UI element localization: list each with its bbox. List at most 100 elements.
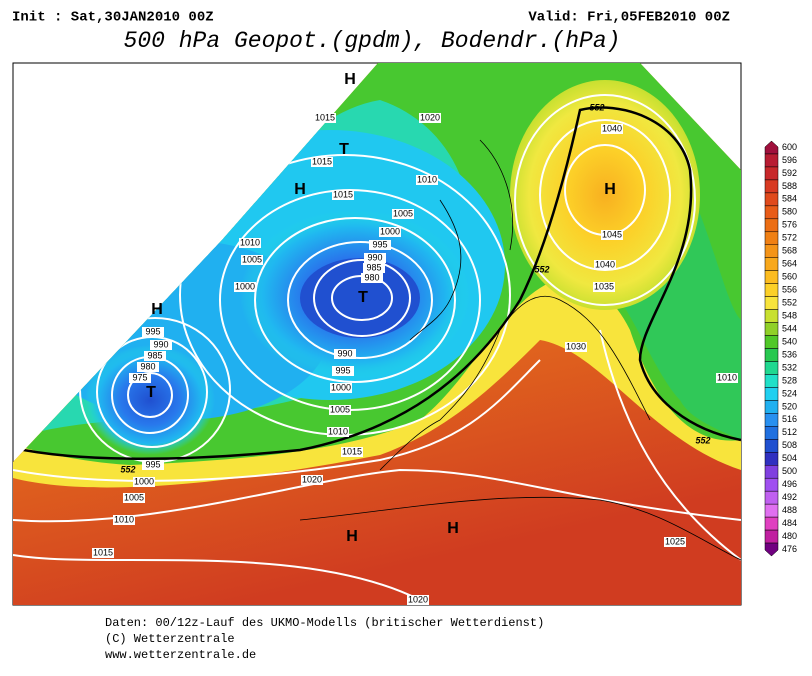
colorbar-segment: [764, 335, 779, 349]
colorbar-label: 536: [782, 349, 797, 359]
isobar-label: 980: [364, 272, 379, 282]
height-label: 552: [589, 102, 604, 112]
contour-552: [13, 106, 741, 460]
colorbar-label: 592: [782, 168, 797, 178]
colorbar-segment: [764, 387, 779, 401]
colorbar: 600 596 592 588 584 580 576 572 568 564 560 556 552 5…: [764, 140, 797, 557]
colorbar-label: 576: [782, 220, 797, 230]
isobar-label: 1040: [602, 123, 622, 133]
label-bg: [311, 157, 333, 167]
isobar-label: 1020: [408, 594, 428, 604]
label-bg: [361, 273, 383, 283]
colorbar-label: 520: [782, 401, 797, 411]
label-bg: [144, 351, 166, 361]
label-bg: [330, 383, 352, 393]
label-bg: [392, 209, 414, 219]
colorbar-segment: [764, 205, 779, 220]
isobar-label: 985: [366, 262, 381, 272]
colorbar-segment: [764, 153, 779, 168]
label-bg: [142, 327, 164, 337]
label-bg: [301, 475, 323, 485]
label-bg: [379, 227, 401, 237]
label-bg: [565, 342, 587, 352]
colorbar-label: 512: [782, 427, 797, 437]
colorbar-segment: [764, 192, 779, 207]
isobar-label: 1020: [302, 474, 322, 484]
pressure-labels: 1015 102010151015101010051000995990985980…: [92, 71, 738, 605]
isobar-label: 1010: [417, 174, 437, 184]
colorbar-label: 568: [782, 246, 797, 256]
isobar-label: 990: [337, 348, 352, 358]
colorbar-label: 552: [782, 298, 797, 308]
colorbar-segment: [764, 529, 779, 544]
isobar-label: 1000: [331, 382, 351, 392]
colorbar-segment: [764, 542, 779, 557]
colorbar-segment: [764, 309, 779, 323]
label-bg: [407, 595, 429, 605]
isobar-label: 1010: [114, 514, 134, 524]
colorbar-label: 556: [782, 285, 797, 295]
colorbar-label: 596: [782, 155, 797, 165]
isobar-label: 985: [147, 350, 162, 360]
label-bg: [364, 253, 386, 263]
label-bg: [419, 113, 441, 123]
colorbar-segment: [764, 231, 779, 246]
colorbar-segment: [764, 283, 779, 297]
label-bg: [129, 373, 151, 383]
label-bg: [113, 515, 135, 525]
isobar-label: 1000: [380, 226, 400, 236]
label-bg: [329, 405, 351, 415]
label-bg: [332, 190, 354, 200]
colorbar-label: 544: [782, 323, 797, 333]
isobar-label: 1005: [393, 208, 413, 218]
footer-line: www.wetterzentrale.de: [105, 648, 256, 662]
isobar-label: 1015: [93, 547, 113, 557]
colorbar-segment: [764, 270, 779, 284]
label-bg: [369, 240, 391, 250]
colorbar-label: 508: [782, 440, 797, 450]
colorbar-label: 584: [782, 194, 797, 204]
label-bg: [363, 263, 385, 273]
colorbar-segment: [764, 361, 779, 375]
isobar-label: 980: [140, 361, 155, 371]
coastlines: [299, 139, 741, 561]
colorbar-label: 500: [782, 466, 797, 476]
pressure-center: H: [346, 528, 358, 545]
colorbar-segment: [764, 503, 779, 518]
label-bg: [142, 460, 164, 470]
isobar-label: 1005: [124, 492, 144, 502]
colorbar-segment: [764, 439, 779, 453]
label-bg: [664, 537, 686, 547]
isobar-label: 1000: [134, 476, 154, 486]
isobar-label: 1035: [594, 281, 614, 291]
colorbar-segment: [764, 244, 779, 258]
colorbar-segment: [764, 374, 779, 388]
isobar-label: 1005: [330, 404, 350, 414]
isobar-label: 1045: [602, 229, 622, 239]
height-label: 552: [534, 264, 549, 274]
valid-time: Valid: Fri,05FEB2010 00Z: [528, 10, 730, 26]
colorbar-label: 492: [782, 492, 797, 502]
colorbar-segment: [764, 179, 779, 194]
isobar-label: 995: [372, 239, 387, 249]
init-time: Init : Sat,30JAN2010 00Z: [12, 10, 214, 26]
colorbar-segment: [764, 452, 779, 466]
colorbar-segment: [764, 490, 779, 505]
colorbar-segment: [764, 322, 779, 336]
map: 1015 102010151015101010051000995990985980…: [12, 62, 742, 606]
isobar-label: 995: [145, 459, 160, 469]
colorbar-label: 504: [782, 453, 797, 463]
label-bg: [416, 175, 438, 185]
label-bg: [601, 124, 623, 134]
isobar-label: 1010: [240, 237, 260, 247]
colorbar-segment: [764, 400, 779, 414]
footer-line: Daten: 00/12z-Lauf des UKMO-Modells (bri…: [105, 616, 544, 630]
pressure-center: H: [151, 301, 163, 318]
isobar-label: 1010: [328, 426, 348, 436]
colorbar-segment: [764, 426, 779, 440]
isobar-label: 1010: [717, 372, 737, 382]
colorbar-segment: [764, 257, 779, 271]
colorbar-segment: [764, 140, 779, 155]
colorbar-label: 476: [782, 544, 797, 554]
